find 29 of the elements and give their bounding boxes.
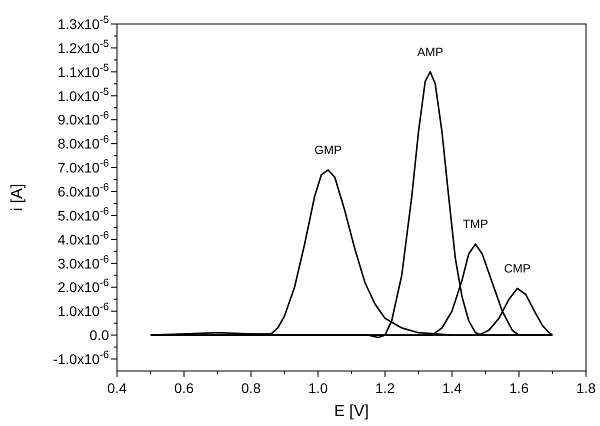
x-tick-label: 0.4 [107,380,127,396]
y-tick-label: 1.2x10$^{-5}$ [58,38,110,56]
x-tick-label: 1.2 [375,380,395,396]
y-tick-label: -1.0x10$^{-6}$ [52,349,110,368]
y-tick-label: 3.0x10$^{-6}$ [58,253,110,272]
x-tick-label: 1.8 [576,380,596,396]
y-tick-label: 9.0x10$^{-6}$ [58,110,110,128]
x-tick-label: 1.4 [442,380,462,396]
y-tick-label: 1.3x10$^{-5}$ [58,14,110,32]
y-tick-label: 8.0x10$^{-6}$ [58,134,110,152]
x-axis-title: E [V] [334,403,369,420]
y-axis-title: i [A] [9,184,26,212]
annotation: AMP [417,44,444,59]
x-tick-label: 1.0 [308,380,328,396]
y-tick-label: 1.0x10$^{-5}$ [58,86,110,104]
y-tick-label: 0.0 [90,327,110,344]
annotation: GMP [314,142,342,157]
y-tick-label: 6.0x10$^{-6}$ [58,182,110,200]
annotation: CMP [504,261,531,276]
annotation: TMP [462,217,488,232]
y-tick-label: 1.1x10$^{-5}$ [58,62,110,80]
x-tick-label: 1.6 [509,380,529,396]
y-tick-label: 4.0x10$^{-6}$ [58,229,110,248]
y-tick-label: 7.0x10$^{-6}$ [58,158,110,176]
y-tick-label: 1.0x10$^{-6}$ [58,301,110,320]
x-tick-label: 0.8 [241,380,261,396]
x-tick-label: 0.6 [174,380,194,396]
y-tick-label: 2.0x10$^{-6}$ [58,277,110,296]
y-tick-label: 5.0x10$^{-6}$ [58,205,110,224]
